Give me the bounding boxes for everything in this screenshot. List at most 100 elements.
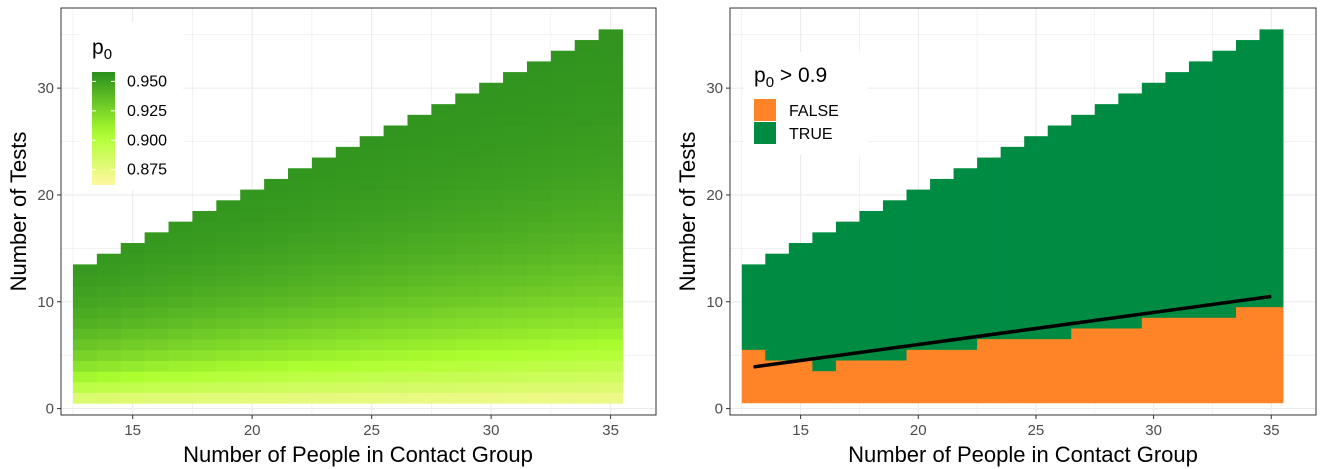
heatmap-cell [383,296,408,308]
left-legend-label: 0.925 [127,103,167,120]
heatmap-cell [168,381,193,393]
heatmap-cell [455,125,480,137]
heatmap-cell [455,104,480,116]
heatmap-cell [503,371,528,383]
heatmap-cell [479,307,504,319]
heatmap-cell [216,285,241,297]
heatmap-cell [383,125,408,137]
true-region-column [882,200,907,361]
right-legend-title: p0 > 0.9 [754,64,827,91]
heatmap-cell [503,221,528,233]
heatmap-cell [288,168,313,180]
heatmap-cell [503,339,528,351]
heatmap-cell [479,146,504,158]
false-region-column [930,349,954,404]
true-region-column [788,243,813,361]
heatmap-cell [311,371,337,383]
heatmap-cell [455,168,480,180]
heatmap-cell [574,146,600,158]
heatmap-cell [288,178,313,191]
heatmap-cell [216,264,241,276]
heatmap-cell [120,296,146,308]
heatmap-cell [96,371,122,383]
heatmap-cell [431,371,456,383]
heatmap-cell [216,360,241,372]
heatmap-cell [550,349,576,361]
heatmap-cell [288,307,313,319]
heatmap-cell [288,317,313,329]
heatmap-cell [574,296,600,308]
heatmap-cell [240,296,265,308]
heatmap-cell [192,392,217,404]
heatmap-cell [120,339,146,351]
heatmap-cell [288,381,313,393]
heatmap-cell [574,317,600,329]
heatmap-cell [168,392,193,404]
heatmap-cell [574,349,600,361]
heatmap-cell [383,243,408,255]
false-region-column [1047,339,1072,404]
heatmap-cell [455,253,480,265]
heatmap-cell [407,275,432,287]
heatmap-cell [288,371,313,383]
heatmap-cell [526,243,552,255]
heatmap-cell [550,317,576,329]
heatmap-cell [383,157,408,169]
heatmap-cell [168,349,193,361]
heatmap-cell [192,328,217,340]
heatmap-cell [359,253,384,265]
false-region-column [765,360,790,404]
heatmap-cell [144,296,169,308]
left-legend-colorbar [92,72,115,185]
heatmap-cell [144,285,169,297]
heatmap-cell [264,232,289,244]
heatmap-cell [479,264,504,276]
heatmap-cell [598,253,623,265]
heatmap-cell [359,275,384,287]
heatmap-cell [383,178,408,191]
heatmap-cell [431,275,456,287]
heatmap-cell [550,189,576,201]
heatmap-cell [359,371,384,383]
y-tick-label: 30 [37,80,54,97]
heatmap-cell [479,339,504,351]
heatmap-cell [526,146,552,158]
heatmap-cell [574,157,600,169]
heatmap-cell [335,381,361,393]
heatmap-cell [407,189,432,201]
heatmap-cell [335,285,361,297]
heatmap-cell [479,93,504,105]
heatmap-cell [598,328,623,340]
heatmap-cell [288,275,313,287]
heatmap-cell [526,104,552,116]
heatmap-cell [550,264,576,276]
heatmap-cell [264,296,289,308]
heatmap-cell [96,264,122,276]
heatmap-cell [503,178,528,191]
heatmap-cell [359,328,384,340]
heatmap-cell [72,360,98,372]
heatmap-cell [288,253,313,265]
heatmap-cell [72,392,98,404]
heatmap-cell [216,210,241,223]
heatmap-cell [574,82,600,94]
true-region-column [1024,136,1049,340]
heatmap-cell [288,232,313,244]
heatmap-cell [383,275,408,287]
heatmap-cell [240,360,265,372]
heatmap-cell [526,136,552,148]
heatmap-cell [192,349,217,361]
heatmap-cell [407,296,432,308]
heatmap-cell [264,243,289,255]
true-region-column [1071,114,1096,329]
false-region-column [835,360,860,404]
heatmap-cell [598,264,623,276]
left-legend-title: p0 [92,36,112,63]
heatmap-cell [431,178,456,191]
heatmap-cell [431,285,456,297]
heatmap-cell [550,275,576,287]
heatmap-cell [359,296,384,308]
heatmap-cell [455,210,480,223]
x-axis-title: Number of People in Contact Group [848,442,1198,467]
heatmap-cell [168,285,193,297]
